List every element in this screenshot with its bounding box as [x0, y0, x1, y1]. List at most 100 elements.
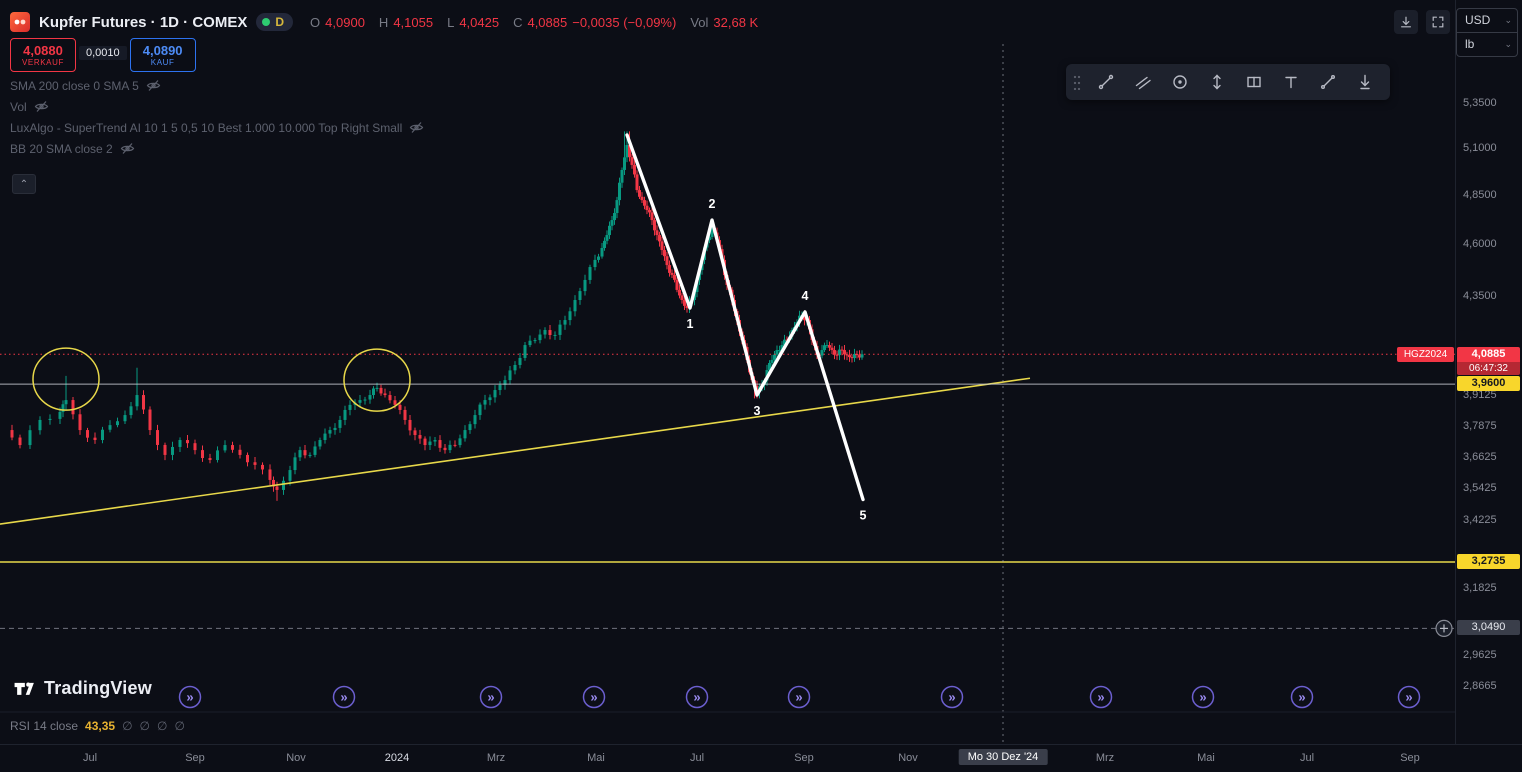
indicator-row-luxalgo[interactable]: LuxAlgo - SuperTrend AI 10 1 5 0,5 10 Be…: [10, 120, 424, 135]
time-tick-label: Mai: [587, 752, 605, 764]
level-price-badge: 3,0490: [1457, 620, 1520, 636]
price-tick-label: 2,8665: [1463, 680, 1497, 693]
close-value: 4,0885: [527, 14, 568, 30]
svg-text:»: »: [1298, 690, 1305, 705]
price-tick-label: 3,9125: [1463, 389, 1497, 402]
rsi-hidden-value: ∅: [122, 719, 133, 733]
fib-circle-tool-button[interactable]: [1162, 68, 1198, 96]
price-tick-label: 3,4225: [1463, 514, 1497, 527]
rectangle-grid-tool-button[interactable]: [1236, 68, 1272, 96]
svg-text:»: »: [1199, 690, 1206, 705]
price-tick-label: 3,6625: [1463, 451, 1497, 464]
symbol-logo-icon: [10, 12, 30, 32]
chart-canvas[interactable]: 1 2 3 4 5 » » » » » » » » » » »: [0, 0, 1455, 744]
high-value: 4,1055: [393, 14, 434, 30]
ellipse-drawing[interactable]: [343, 348, 411, 412]
trend-line-icon: [1321, 75, 1335, 89]
tradingview-attribution[interactable]: TradingView: [12, 676, 152, 700]
text-tool-icon: [1285, 76, 1297, 89]
buy-button[interactable]: 4,0890 KAUF: [129, 38, 196, 72]
sell-price: 4,0880: [23, 42, 63, 58]
indicator-row-bb[interactable]: BB 20 SMA close 2: [10, 141, 424, 156]
pitchfork-tool-button[interactable]: [1088, 68, 1124, 96]
svg-text:»: »: [186, 690, 193, 705]
wave-label-1: 1: [687, 317, 694, 331]
toolbar-drag-handle[interactable]: [1073, 74, 1081, 90]
event-marker[interactable]: »: [582, 685, 606, 709]
time-scale[interactable]: Jul Sep Nov 2024 Mrz Mai Jul Sep Nov Mo 30 Dez '2…: [0, 744, 1522, 772]
chart-corner-buttons: [1394, 10, 1450, 34]
indicator-row-vol[interactable]: Vol: [10, 99, 424, 114]
time-tick-label: Sep: [1400, 752, 1420, 764]
ohlc-summary: O 4,0900 H 4,1055 L 4,0425 C 4,0885 −0,0035 …: [310, 15, 758, 30]
event-marker[interactable]: »: [1089, 685, 1113, 709]
price-tick-label: 3,1825: [1463, 582, 1497, 595]
tradingview-logo-icon: [14, 682, 34, 695]
parallel-channel-icon: [1135, 76, 1151, 90]
indicator-label: Vol: [10, 99, 27, 114]
indicator-label: BB 20 SMA close 2: [10, 141, 113, 156]
svg-text:»: »: [1405, 690, 1412, 705]
event-marker[interactable]: »: [332, 685, 356, 709]
event-marker[interactable]: »: [940, 685, 964, 709]
event-marker[interactable]: »: [1191, 685, 1215, 709]
indicator-row-sma[interactable]: SMA 200 close 0 SMA 5: [10, 78, 424, 93]
eye-off-icon[interactable]: [409, 120, 424, 135]
level-price-badge: 3,9600: [1457, 376, 1520, 392]
buy-label: KAUF: [150, 57, 175, 67]
price-range-icon: [1213, 74, 1221, 90]
trade-panel: 4,0880 VERKAUF 0,0010 4,0890 KAUF: [10, 38, 196, 72]
copper-logo-icon: [14, 19, 26, 25]
event-marker[interactable]: »: [178, 685, 202, 709]
indicator-legend: SMA 200 close 0 SMA 5 Vol LuxAlgo - Supe…: [10, 78, 424, 156]
event-marker[interactable]: »: [685, 685, 709, 709]
eye-off-icon[interactable]: [120, 141, 135, 156]
interval-badge[interactable]: D: [256, 13, 294, 31]
fullscreen-button[interactable]: [1426, 10, 1450, 34]
ellipse-drawing[interactable]: [32, 347, 100, 411]
volume-value: 32,68 K: [713, 14, 759, 30]
change-value: −0,0035 (−0,09%): [572, 14, 677, 30]
buy-price: 4,0890: [142, 42, 183, 58]
event-marker[interactable]: »: [479, 685, 503, 709]
price-tick-label: 4,3500: [1463, 290, 1497, 303]
vertical-arrow-tool-button[interactable]: [1347, 68, 1383, 96]
event-marker[interactable]: »: [1290, 685, 1314, 709]
elliott-wave-drawing[interactable]: [625, 133, 865, 502]
high-label: H: [378, 14, 389, 30]
event-marker[interactable]: »: [1397, 685, 1421, 709]
unit-select[interactable]: lb ⌄: [1457, 32, 1517, 56]
eye-off-icon[interactable]: [34, 99, 49, 114]
wave-label-4: 4: [802, 289, 809, 303]
text-tool-button[interactable]: [1273, 68, 1309, 96]
low-label: L: [447, 14, 455, 30]
price-tick-label: 3,7875: [1463, 419, 1497, 432]
legend-collapse-button[interactable]: ⌃: [12, 174, 36, 194]
wave-label-3: 3: [754, 404, 761, 418]
sell-button[interactable]: 4,0880 VERKAUF: [10, 38, 76, 72]
price-tick-label: 5,1000: [1463, 141, 1497, 154]
price-tick-label: 2,9625: [1463, 649, 1497, 662]
time-tick-label: Nov: [898, 752, 918, 764]
time-tick-label: 2024: [384, 752, 410, 764]
rsi-hidden-value: ∅: [174, 719, 185, 733]
chevron-down-icon: ⌄: [1504, 15, 1512, 25]
eye-off-icon[interactable]: [146, 78, 161, 93]
currency-select[interactable]: USD ⌄: [1457, 9, 1517, 32]
rsi-indicator-row[interactable]: RSI 14 close 43,35 ∅ ∅ ∅ ∅: [10, 719, 185, 733]
trend-line-tool-button[interactable]: [1310, 68, 1346, 96]
time-tick-label: Nov: [286, 752, 306, 764]
current-date-badge: Mo 30 Dez '24: [958, 749, 1048, 765]
time-tick-label: Mai: [1197, 752, 1215, 764]
svg-text:»: »: [948, 690, 955, 705]
download-chart-button[interactable]: [1394, 10, 1418, 34]
indicator-label: LuxAlgo - SuperTrend AI 10 1 5 0,5 10 Be…: [10, 120, 403, 135]
parallel-channel-tool-button[interactable]: [1125, 68, 1161, 96]
price-range-tool-button[interactable]: [1199, 68, 1235, 96]
rsi-label: RSI 14 close: [10, 719, 79, 733]
price-scale[interactable]: 5,3500 5,1000 4,8500 4,6000 4,3500 3,9125 3,78…: [1455, 0, 1522, 744]
event-marker[interactable]: »: [787, 685, 811, 709]
indicator-label: SMA 200 close 0 SMA 5: [10, 78, 139, 93]
trendline-drawing[interactable]: [0, 377, 1031, 525]
